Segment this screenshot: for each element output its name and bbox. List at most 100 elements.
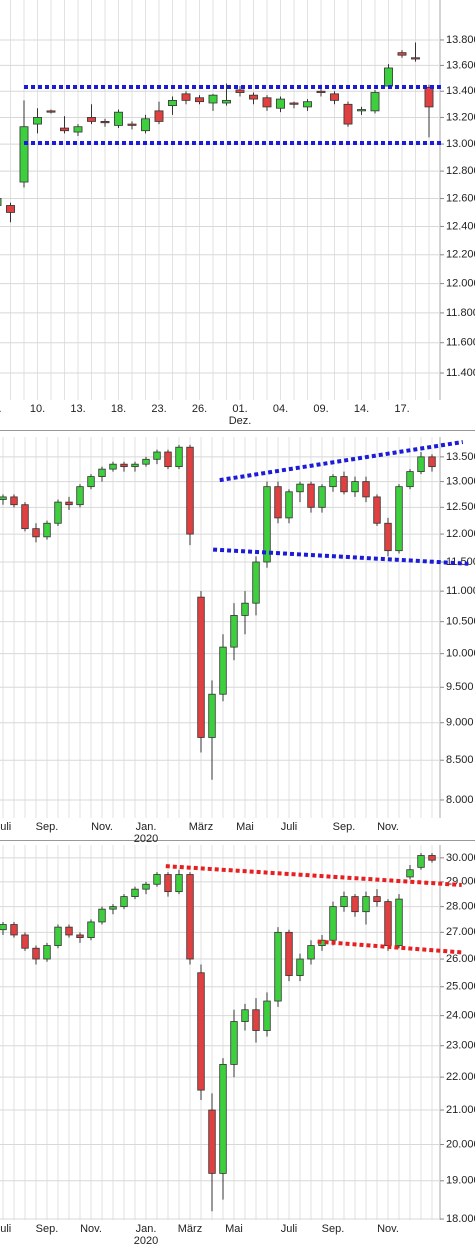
candle-body <box>208 94 218 104</box>
candle-body <box>168 99 177 107</box>
candle-body <box>19 126 29 183</box>
candle-body <box>343 103 353 125</box>
y-tick-label: 10.500 <box>446 616 475 628</box>
candle-body <box>417 456 425 472</box>
x-tick-label: 09. <box>313 403 329 415</box>
y-tick-label: 22.000 <box>446 1071 475 1083</box>
candle-body <box>141 118 150 132</box>
candle-body <box>235 89 245 93</box>
candle-body <box>208 693 216 738</box>
x-tick-label: Mai <box>225 1223 243 1235</box>
candle-body <box>307 483 315 508</box>
candle-body <box>120 463 128 468</box>
y-tick-label: 12.000 <box>446 528 475 540</box>
y-tick-label: 20.000 <box>446 1138 475 1150</box>
candle-body <box>351 481 359 493</box>
candle-body <box>98 468 106 477</box>
candle-body <box>252 1009 260 1031</box>
x-tick-label: 04. <box>272 403 289 415</box>
y-tick-label: 13.200 <box>446 111 475 123</box>
candle-body <box>33 117 42 125</box>
y-tick-label: 8.500 <box>446 754 474 766</box>
trend-line <box>317 939 462 955</box>
candle-body <box>397 52 407 56</box>
y-tick-label: 9.500 <box>446 681 474 693</box>
candle-body <box>241 602 249 616</box>
candle-body <box>114 111 123 126</box>
candle-body <box>131 888 139 897</box>
candles <box>0 853 436 1212</box>
y-tick-label: 12.000 <box>446 278 475 290</box>
candle-body <box>285 491 293 519</box>
candle-body <box>406 471 414 488</box>
candle-body <box>142 458 150 465</box>
candle-body <box>296 958 304 976</box>
candle-body <box>351 896 359 913</box>
y-tick-label: 21.000 <box>446 1104 475 1116</box>
candle-body <box>65 501 73 506</box>
candle-body <box>340 896 348 908</box>
candle-body <box>424 86 434 108</box>
candle-body <box>100 121 110 124</box>
candle-body <box>362 896 370 913</box>
x-tick-label: 18. <box>110 403 127 415</box>
x-tick-label: Jan. 2020 <box>133 821 159 845</box>
candle-body <box>21 504 29 530</box>
candle-body <box>406 869 414 878</box>
x-tick-label: 14. <box>353 403 370 415</box>
y-tick-label: 30.000 <box>446 852 475 864</box>
candle-body <box>0 496 7 500</box>
candle-body <box>175 446 183 468</box>
candle-body <box>241 1009 249 1022</box>
y-tick-label: 24.000 <box>446 1010 475 1022</box>
y-tick-label: 12.500 <box>446 501 475 513</box>
candle-body <box>21 934 29 949</box>
candle-body <box>54 501 62 524</box>
candle-body <box>54 926 62 946</box>
candle-body <box>329 906 337 941</box>
y-tick-label: 12.400 <box>446 220 475 232</box>
x-tick-label: Juli <box>280 821 298 833</box>
x-tick-label: Sep. <box>35 1223 59 1235</box>
candle-body <box>219 1063 227 1174</box>
x-tick-label: 26. <box>191 403 208 415</box>
candle-body <box>276 98 285 109</box>
candle-body <box>222 99 231 104</box>
x-tick-label: Jan. 2020 <box>133 1223 159 1247</box>
y-tick-label: 9.000 <box>446 717 474 729</box>
candle-body <box>153 451 161 460</box>
candle-body <box>428 456 436 468</box>
candle-body <box>303 101 312 108</box>
candle-body <box>395 486 403 552</box>
candle-body <box>330 93 339 101</box>
y-tick-label: 28.000 <box>446 901 475 913</box>
candle-body <box>428 855 436 861</box>
y-tick-label: 13.000 <box>446 476 475 488</box>
candle-body <box>262 97 272 108</box>
candle-body <box>285 931 293 976</box>
x-tick-label: Juli <box>280 1223 298 1235</box>
candle-body <box>249 94 258 100</box>
candle-body <box>43 945 51 960</box>
candle-body <box>316 90 326 93</box>
trend-line <box>219 439 464 483</box>
candle-body <box>370 92 380 112</box>
candle-body <box>164 451 172 468</box>
candle-body <box>384 901 392 946</box>
candle-body <box>32 528 40 538</box>
y-tick-label: 25.000 <box>446 981 475 993</box>
y-tick-label: 27.000 <box>446 926 475 938</box>
candle-body <box>154 110 164 122</box>
y-tick-label: 18.000 <box>446 1213 475 1225</box>
candle-body <box>208 1109 216 1174</box>
candle-body <box>87 921 95 938</box>
x-tick-label: 5. <box>0 403 2 415</box>
y-tick-label: 10.000 <box>446 648 475 660</box>
candle-body <box>289 102 299 105</box>
candle-body <box>384 67 393 87</box>
candle-body <box>10 924 18 936</box>
x-tick-label: März <box>188 821 214 833</box>
y-tick-label: 11.400 <box>446 367 475 379</box>
